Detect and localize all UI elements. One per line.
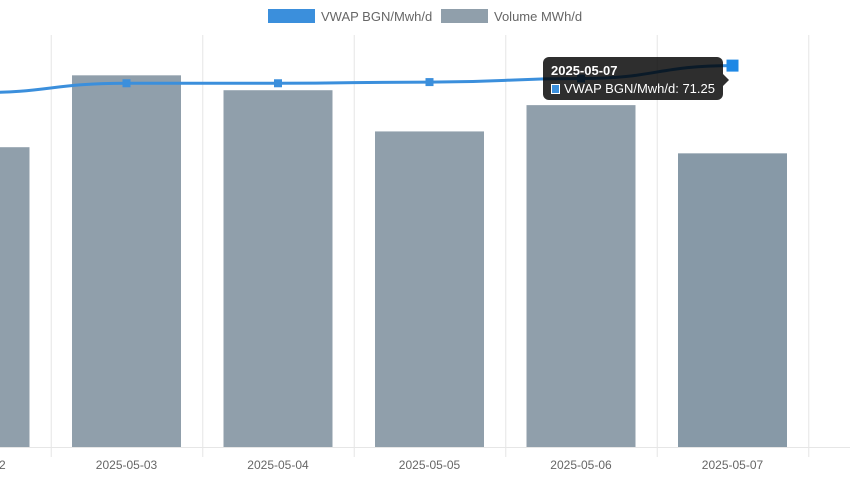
x-tick-label: 2025-05-07 xyxy=(702,458,764,472)
x-tick-label: 2025-05-03 xyxy=(96,458,158,472)
volume-bar[interactable] xyxy=(223,90,333,448)
vwap-point[interactable] xyxy=(425,78,434,87)
bar-layer xyxy=(0,75,787,448)
legend[interactable]: VWAP BGN/Mwh/d Volume MWh/d xyxy=(268,9,582,24)
x-axis-ticks: 2025-05-02 2025-05-03 2025-05-04 2025-05-05… xyxy=(0,458,764,472)
legend-swatch-volume[interactable] xyxy=(441,9,488,23)
x-tick-label: 2025-05-02 xyxy=(0,458,6,472)
volume-bar[interactable] xyxy=(678,153,787,447)
tooltip-label: VWAP BGN/Mwh/d: 71.25 xyxy=(563,81,715,96)
tooltip: 2025-05-07 VWAP BGN/Mwh/d: 71.25 xyxy=(543,57,729,100)
vwap-point[interactable] xyxy=(274,79,282,88)
vwap-point[interactable] xyxy=(122,79,131,88)
volume-bar[interactable] xyxy=(526,105,636,448)
x-tick-label: 2025-05-05 xyxy=(399,458,461,472)
tooltip-title: 2025-05-07 xyxy=(551,63,618,78)
x-tick-label: 2025-05-04 xyxy=(247,458,309,472)
legend-label-volume[interactable]: Volume MWh/d xyxy=(494,9,582,24)
tooltip-row: VWAP BGN/Mwh/d: 71.25 xyxy=(551,81,715,97)
volume-bar[interactable] xyxy=(0,147,30,447)
volume-bar[interactable] xyxy=(72,75,181,448)
legend-swatch-vwap[interactable] xyxy=(268,9,315,23)
vwap-point[interactable] xyxy=(726,59,739,72)
grid-layer xyxy=(0,35,850,457)
tooltip-caret xyxy=(723,74,729,86)
legend-label-vwap[interactable]: VWAP BGN/Mwh/d xyxy=(321,9,432,24)
tooltip-swatch xyxy=(551,84,560,94)
volume-bar[interactable] xyxy=(375,131,484,447)
x-tick-label: 2025-05-06 xyxy=(550,458,612,472)
